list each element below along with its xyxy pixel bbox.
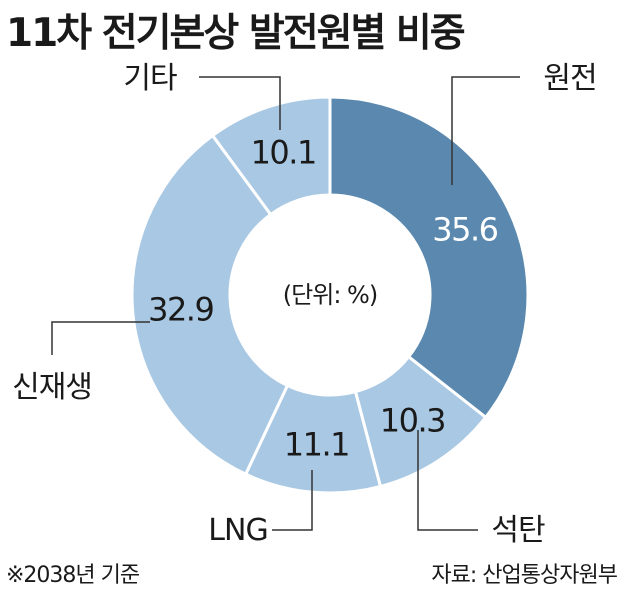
leader-line-2 — [417, 430, 478, 531]
leader-lines — [51, 76, 520, 531]
category-label-5: 기타 — [123, 61, 177, 96]
slice-5 — [210, 95, 332, 217]
slice-1 — [328, 95, 530, 420]
category-label-1: 원전 — [543, 61, 596, 96]
leader-line-5 — [199, 76, 281, 130]
category-label-3: LNG — [208, 513, 267, 548]
category-label-2: 석탄 — [491, 513, 545, 548]
footnote: ※2038년 기준 — [6, 563, 140, 588]
value-label-2: 10.3 — [380, 401, 445, 439]
slices-group — [130, 95, 530, 495]
value-label-4: 32.9 — [148, 291, 213, 329]
chart-title: 11차 전기본상 발전원별 비중 — [6, 11, 465, 56]
source-note: 자료: 산업통상자원부 — [431, 563, 617, 588]
leader-line-1 — [451, 76, 520, 185]
leader-line-4 — [51, 321, 150, 355]
slice-4 — [130, 133, 290, 477]
category-label-4: 신재생 — [12, 370, 92, 405]
value-label-3: 11.1 — [284, 425, 349, 463]
value-label-5: 10.1 — [251, 133, 316, 171]
leader-line-3 — [272, 470, 313, 531]
unit-label: (단위: %) — [283, 281, 377, 309]
value-label-1: 35.6 — [432, 210, 497, 248]
